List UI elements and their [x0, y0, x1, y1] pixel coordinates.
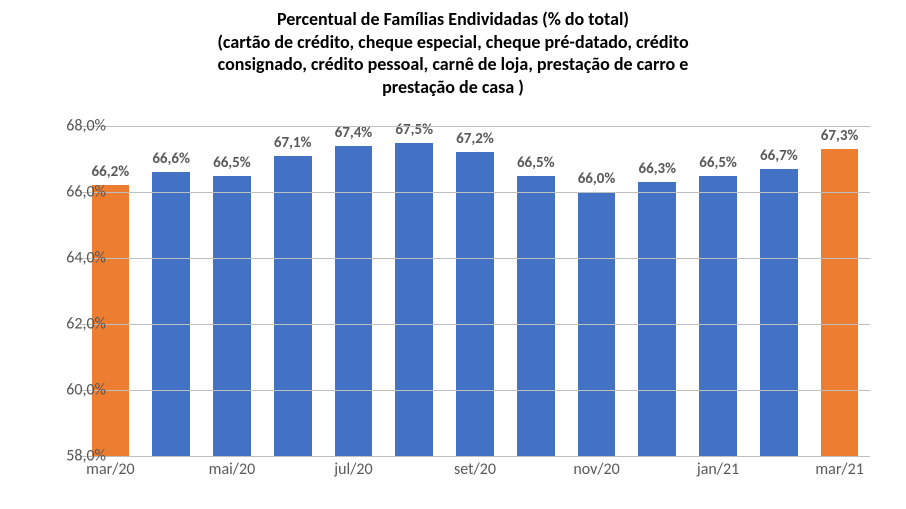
- bar: 66,5%: [213, 176, 251, 457]
- chart-title-sub-line-2: consignado, crédito pessoal, carnê de lo…: [0, 53, 906, 76]
- x-axis-tick-label: jul/20: [313, 460, 393, 479]
- bar: 66,5%: [517, 176, 555, 457]
- x-axis-tick-label: mai/20: [192, 460, 272, 479]
- y-axis-tick-label: 62,0%: [36, 315, 106, 334]
- bar: 66,7%: [760, 169, 798, 456]
- gridline: [80, 390, 870, 391]
- y-axis-tick-label: 64,0%: [36, 249, 106, 268]
- chart-title-main: Percentual de Famílias Endividadas (% do…: [0, 8, 906, 31]
- bar-value-label: 67,5%: [395, 121, 433, 139]
- y-axis-tick-label: 58,0%: [36, 447, 106, 466]
- bar: 66,3%: [638, 182, 676, 456]
- gridline: [80, 126, 870, 127]
- x-axis-tick-label: set/20: [435, 460, 515, 479]
- bar: 67,3%: [821, 149, 859, 456]
- chart-title-block: Percentual de Famílias Endividadas (% do…: [0, 8, 906, 98]
- bar: 67,2%: [456, 152, 494, 456]
- bar: 66,6%: [152, 172, 190, 456]
- chart-root: Percentual de Famílias Endividadas (% do…: [0, 0, 906, 509]
- x-axis-labels: mar/20mai/20jul/20set/20nov/20jan/21mar/…: [80, 460, 870, 490]
- gridline: [80, 258, 870, 259]
- bars-container: 66,2%66,6%66,5%67,1%67,4%67,5%67,2%66,5%…: [80, 126, 870, 456]
- bar-value-label: 67,1%: [274, 134, 312, 152]
- bar-value-label: 66,5%: [699, 154, 737, 172]
- chart-title-sub-line-3: prestação de casa ): [0, 76, 906, 99]
- y-axis-tick-label: 68,0%: [36, 117, 106, 136]
- chart-title-sub-line-1: (cartão de crédito, cheque especial, che…: [0, 31, 906, 54]
- x-axis-tick-label: nov/20: [557, 460, 637, 479]
- plot-area: 66,2%66,6%66,5%67,1%67,4%67,5%67,2%66,5%…: [80, 126, 870, 456]
- x-axis-tick-label: jan/21: [678, 460, 758, 479]
- bar-value-label: 66,7%: [760, 147, 798, 165]
- y-axis-tick-label: 60,0%: [36, 381, 106, 400]
- gridline: [80, 192, 870, 193]
- y-axis-tick-label: 66,0%: [36, 183, 106, 202]
- bar: 67,5%: [395, 143, 433, 457]
- bar-value-label: 66,6%: [152, 150, 190, 168]
- bar: 66,5%: [699, 176, 737, 457]
- bar-value-label: 67,2%: [456, 130, 494, 148]
- x-axis-tick-label: mar/21: [800, 460, 880, 479]
- bar-value-label: 66,3%: [638, 160, 676, 178]
- bar-value-label: 66,5%: [213, 154, 251, 172]
- bar-value-label: 66,2%: [92, 163, 130, 181]
- gridline: [80, 324, 870, 325]
- bar-value-label: 67,3%: [821, 127, 859, 145]
- bar-value-label: 66,0%: [578, 170, 616, 188]
- bar: 67,1%: [274, 156, 312, 456]
- gridline: [80, 456, 870, 457]
- bar-value-label: 66,5%: [517, 154, 555, 172]
